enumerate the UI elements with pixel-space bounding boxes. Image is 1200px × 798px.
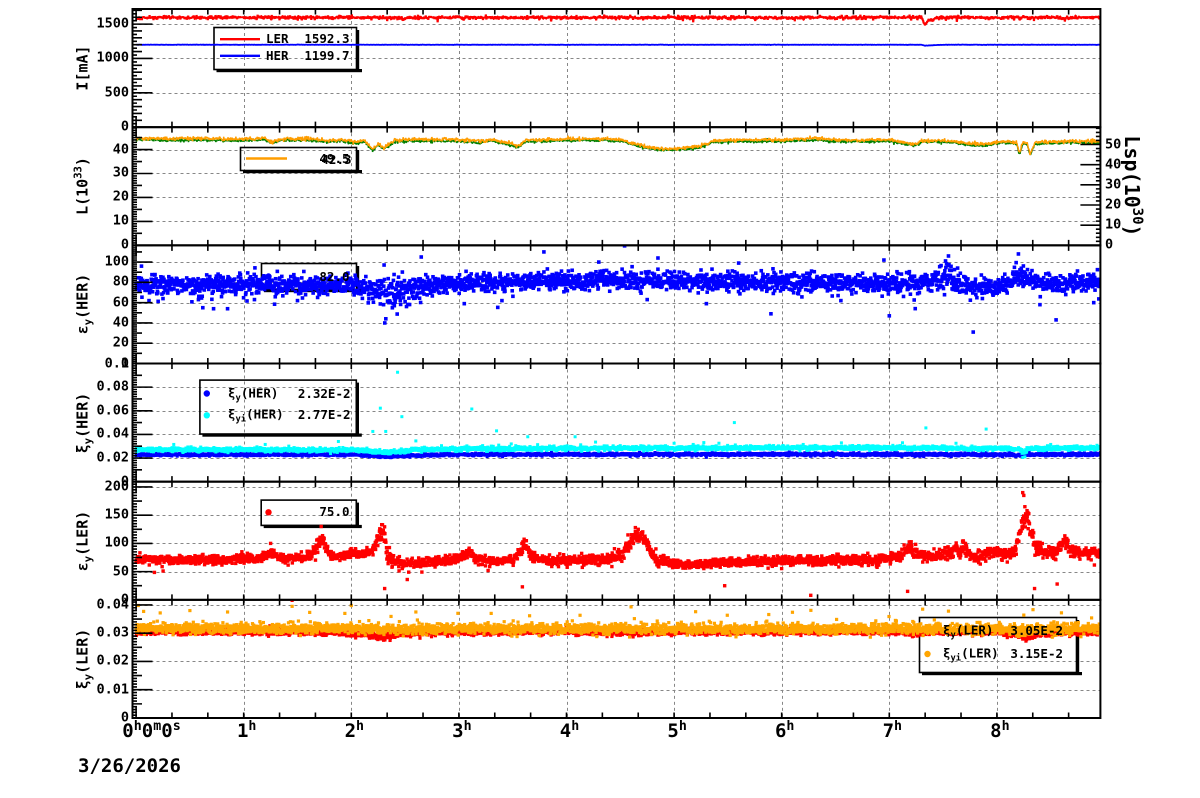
- date-label: 3/26/2026: [78, 755, 181, 777]
